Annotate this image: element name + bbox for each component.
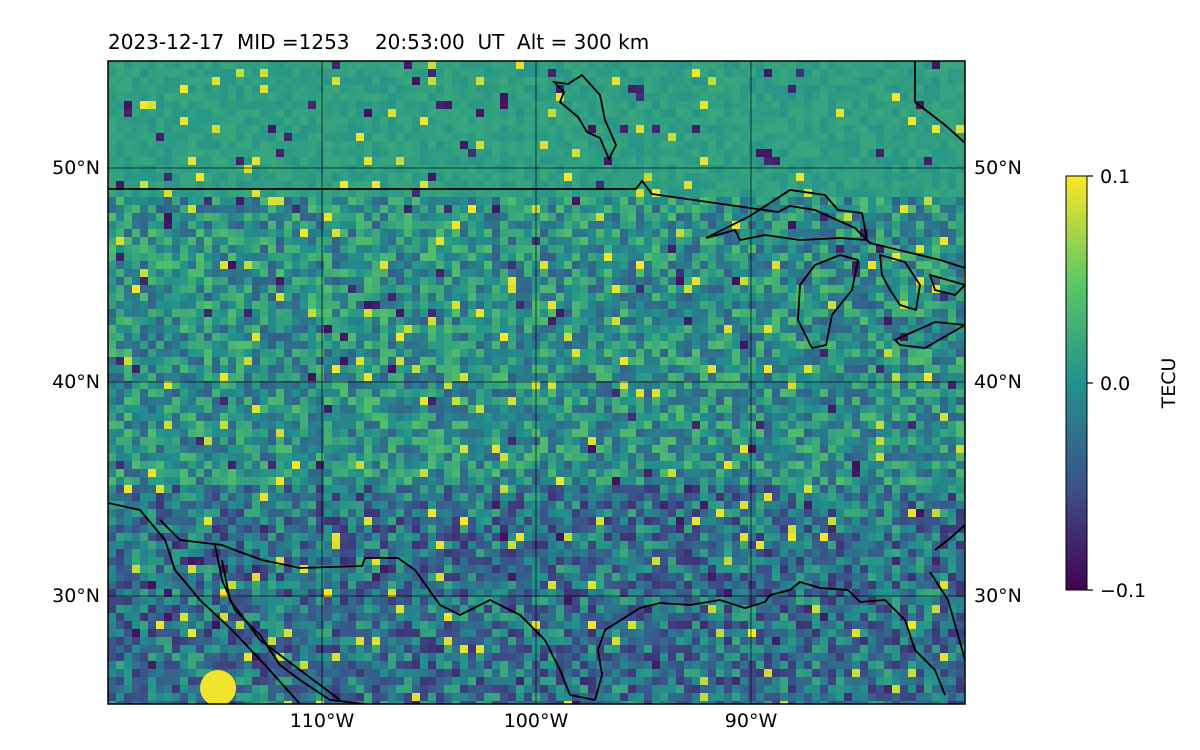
florida-east [929, 524, 965, 661]
mexico-border [159, 519, 596, 701]
colorbar-label: TECU [1158, 358, 1180, 410]
colorbar-tick-max: 0.1 [1100, 166, 1130, 188]
lake-michigan [797, 254, 860, 350]
lon-label-90w: 90°W [725, 710, 778, 732]
map-frame [107, 60, 966, 705]
colorbar-gradient [1065, 175, 1088, 591]
lon-labels: 110°W 100°W 90°W [290, 710, 778, 732]
hudson-bay-coast [551, 73, 617, 162]
colorbar-tick-zero: 0.0 [1100, 373, 1130, 395]
coastlines [108, 61, 965, 704]
colorbar-tick-min: −0.1 [1100, 580, 1146, 602]
lon-label-110w: 110°W [290, 710, 355, 732]
east-coast-north [914, 61, 965, 144]
lon-label-100w: 100°W [504, 710, 569, 732]
lat-label-50: 50°N [52, 157, 100, 179]
tec-heatmap [108, 61, 965, 704]
lat-label-30-right: 30°N [974, 585, 1022, 607]
baja-west [108, 502, 301, 704]
lat-label-40-right: 40°N [974, 371, 1022, 393]
lat-label-40: 40°N [52, 371, 100, 393]
us-canada-border [108, 179, 965, 269]
map-title: 2023-12-17 MID =1253 20:53:00 UT Alt = 3… [108, 30, 650, 54]
baja-east [214, 544, 366, 704]
lake-superior [705, 189, 869, 242]
gulf-coast [594, 581, 946, 701]
lat-labels-right: 50°N 40°N 30°N [974, 157, 1022, 607]
lake-huron [878, 253, 921, 312]
lake-erie [893, 321, 965, 349]
lat-label-30: 30°N [52, 585, 100, 607]
gridlines [108, 61, 965, 704]
lat-labels-left: 50°N 40°N 30°N [52, 157, 100, 607]
lake-ontario [928, 273, 965, 296]
gulf-of-california [221, 559, 341, 701]
colorbar: 0.1 0.0 −0.1 TECU [1065, 166, 1180, 602]
lat-label-50-right: 50°N [974, 157, 1022, 179]
